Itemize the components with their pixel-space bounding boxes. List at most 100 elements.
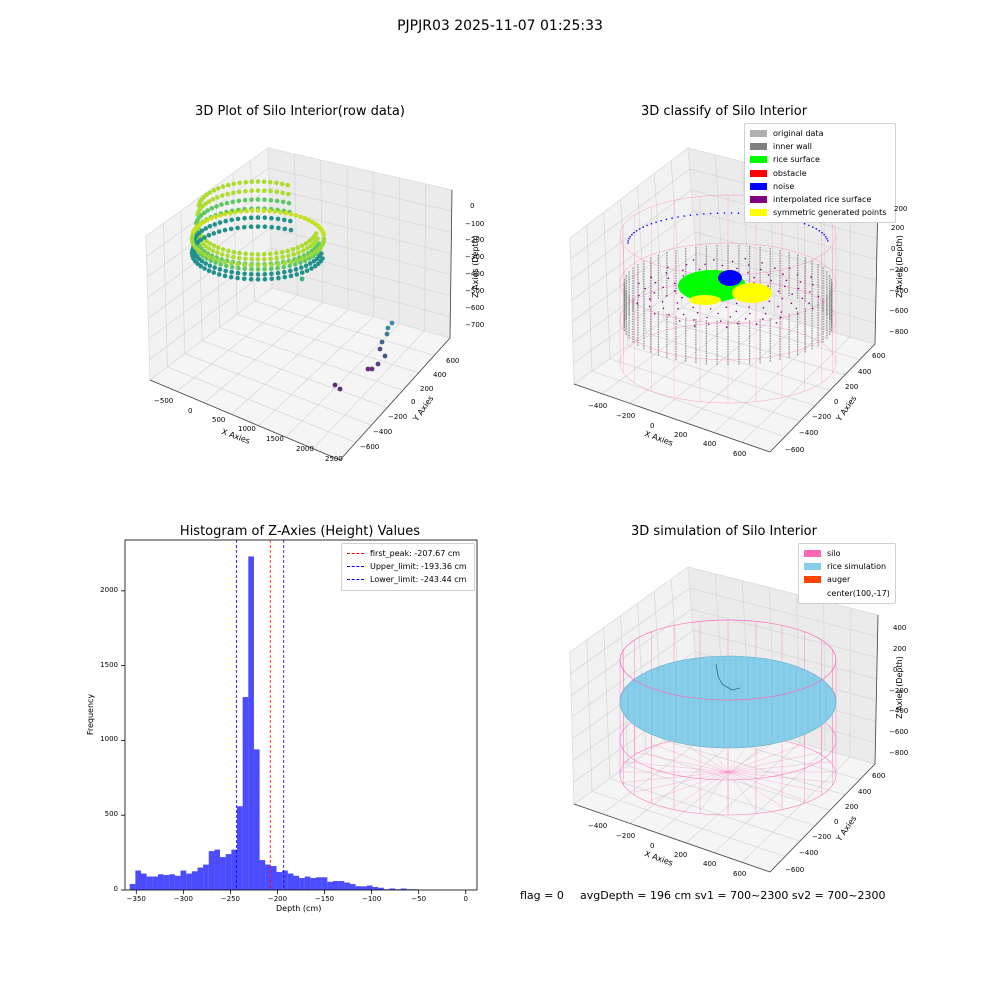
point: [279, 249, 285, 255]
interpolated-point: [692, 259, 695, 261]
plot4-z-tick: −200: [889, 687, 909, 695]
noise-point: [635, 230, 638, 232]
point: [261, 179, 267, 184]
interpolated-point: [767, 285, 769, 287]
point: [213, 214, 218, 220]
histogram-legend: first_peak: -207.67 cm Upper_limit: -193…: [341, 543, 475, 591]
point: [281, 264, 287, 270]
histogram-bar: [208, 851, 215, 890]
grid-line: [741, 189, 852, 443]
interpolated-point: [774, 267, 776, 270]
plot4-x-tick: −200: [616, 832, 636, 840]
noise-point: [650, 222, 653, 225]
point: [205, 208, 211, 213]
legend-entry: noise: [750, 180, 890, 193]
point: [314, 256, 320, 262]
point: [255, 272, 261, 277]
point: [217, 267, 223, 272]
point: [236, 189, 242, 195]
interpolated-point: [775, 322, 778, 324]
grid-line: [685, 175, 801, 424]
histogram-bar: [276, 872, 283, 890]
histogram-bar: [349, 884, 356, 890]
interpolated-point: [731, 260, 734, 263]
point: [203, 226, 208, 231]
point: [255, 224, 261, 229]
silo-floor-wire: [634, 751, 729, 773]
point: [291, 252, 297, 257]
histogram-bar: [259, 860, 266, 890]
point: [248, 215, 254, 220]
point: [207, 263, 213, 269]
point: [211, 188, 217, 193]
point: [205, 217, 210, 223]
plot4-y-tick: 400: [858, 788, 872, 796]
grid-line: [146, 187, 452, 278]
point: [279, 181, 285, 187]
histogram-bar: [366, 885, 373, 890]
point: [293, 267, 299, 272]
histogram-bar: [287, 873, 294, 890]
plot1-y-tick: −400: [373, 428, 393, 436]
interpolated-point: [693, 319, 695, 321]
point: [337, 386, 343, 392]
plot1-y-tick: −600: [360, 443, 380, 451]
point: [269, 271, 274, 277]
point: [261, 252, 267, 257]
point: [231, 254, 236, 260]
point: [285, 248, 291, 254]
interpolated-point: [812, 284, 814, 286]
legend-label: noise: [773, 181, 795, 191]
interpolated-point: [707, 323, 710, 326]
point: [255, 263, 261, 268]
histogram-bar: [253, 749, 260, 890]
interpolated-point: [748, 306, 750, 308]
point: [275, 270, 281, 276]
point: [268, 179, 273, 185]
interpolated-point: [799, 281, 802, 283]
legend-swatch: [750, 156, 767, 164]
plot1-z-tick: −600: [465, 304, 485, 312]
interpolated-point: [677, 307, 679, 310]
point: [242, 271, 247, 277]
point: [303, 263, 309, 269]
histogram-bar: [400, 888, 407, 890]
legend-swatch: [750, 182, 767, 190]
grid-line: [176, 153, 298, 392]
legend-entry: inner wall: [750, 140, 890, 153]
plot2-y-tick: −400: [799, 429, 819, 437]
point: [282, 260, 288, 266]
histogram-bar: [299, 878, 305, 890]
noise-point: [629, 236, 631, 238]
z-axis-line: [874, 614, 879, 765]
histogram-bar: [321, 877, 328, 890]
point: [217, 220, 223, 225]
plot1-z-tick: −200: [465, 236, 485, 244]
point: [202, 266, 207, 271]
y-axis-line: [339, 337, 451, 461]
plot1-x-tick: 2500: [325, 455, 343, 463]
point: [274, 198, 280, 204]
point: [299, 270, 305, 275]
point: [299, 256, 305, 261]
interpolated-point: [777, 305, 779, 308]
point: [242, 224, 247, 230]
point: [248, 224, 254, 229]
point: [236, 265, 241, 271]
point: [225, 191, 230, 197]
point: [235, 261, 240, 267]
point: [212, 222, 217, 227]
point: [242, 276, 247, 282]
point: [249, 197, 254, 202]
point: [316, 261, 321, 267]
point: [201, 219, 207, 225]
histogram-bar: [316, 877, 322, 890]
point: [216, 272, 222, 277]
point: [206, 199, 212, 204]
plot2-z-tick: −200: [889, 266, 909, 274]
interpolated-point: [706, 316, 708, 319]
histogram-bar: [310, 878, 317, 890]
point: [288, 227, 294, 233]
